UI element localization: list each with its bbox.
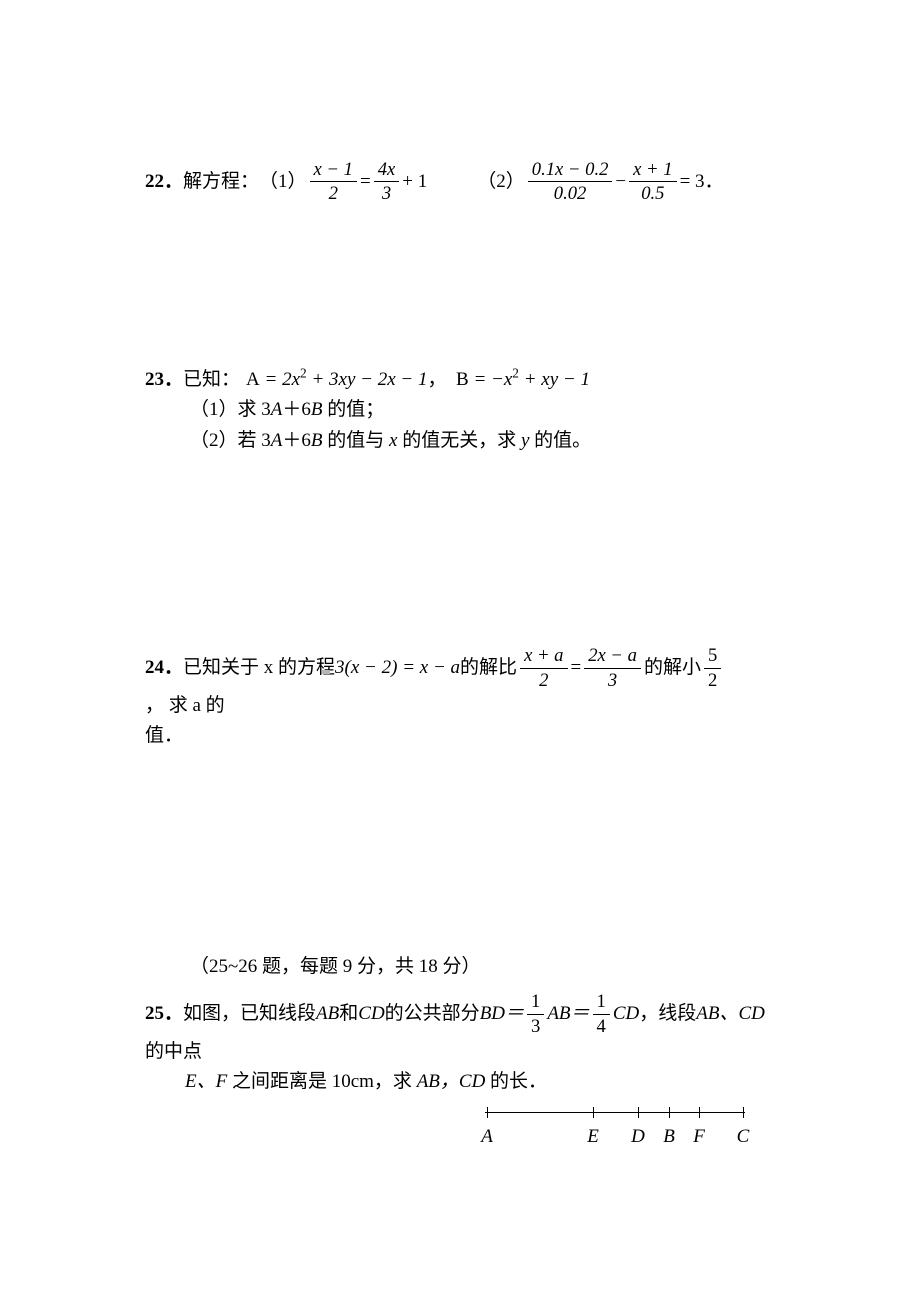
q24-f3: 5 2 [704,646,721,691]
label-C: C [737,1122,750,1152]
q24-f1: x + a 2 [520,646,567,691]
q25-line2a: E、F [185,1071,232,1092]
label-D: D [631,1122,645,1152]
q24-f2: 2x − a 3 [584,646,641,691]
q24-row: 24． 已知关于 x 的方程 3(x − 2) = x − a 的解比 x + … [145,646,780,721]
q22-eq1-lhs-num: x − 1 [310,160,357,182]
q25-f2-den: 4 [593,1015,610,1037]
q25-AB2: AB＝ [547,999,589,1029]
exam-page: 22． 解方程： （1） x − 1 2 = 4x 3 + 1 （2） 0.1x… [0,0,920,1302]
section-note: （25~26 题，每题 9 分，共 18 分） [145,952,780,982]
q25-comma: ， [639,999,658,1029]
q23-lead: 已知： [183,365,240,395]
q22-dot: ． [705,167,724,197]
q22-row: 22． 解方程： （1） x − 1 2 = 4x 3 + 1 （2） 0.1x… [145,160,780,205]
q22-eq2-t1-num: 0.1x − 0.2 [528,160,613,182]
q25-line2d: 的长． [490,1071,547,1092]
q22-lead: 解方程： [183,167,259,197]
question-25: 25． 如图，已知线段 AB 和 CD 的公共部分 BD＝ 1 3 AB＝ 1 … [145,992,780,1146]
q25-CD2: CD [613,999,639,1029]
label-A: A [481,1122,493,1152]
q25-CD: CD [358,999,384,1029]
q25-f1-den: 3 [527,1015,544,1037]
q24-mid2: 的解小 [644,653,701,683]
q25-and: 和 [339,999,358,1029]
question-23: 23． 已知： A = 2x2 + 3xy − 2x − 1， B = −x2 … [145,365,780,456]
q25-figure: A E D B F C [485,1106,745,1146]
q22-eq2-eq: = 3 [680,167,705,197]
q24-eqA: 3(x − 2) = x − a [335,653,460,683]
q22-eq1-rhs1-den: 3 [374,182,400,204]
q24-f3-num: 5 [704,646,721,668]
q24-f2-num: 2x − a [584,646,641,668]
q25-row2: E、F 之间距离是 10cm，求 AB，CD 的长． [145,1067,780,1097]
q24-f2-den: 3 [584,669,641,691]
q25-ABCD: AB、CD [696,999,765,1029]
q25-number: 25． [145,999,183,1029]
segment-line [485,1112,745,1113]
label-F: F [693,1122,705,1152]
q22-eq2-t2: x + 1 0.5 [629,160,676,205]
q22-p2-label: （2） [477,167,525,197]
q25-post2: 的中点 [145,1037,202,1067]
q23-row1: 23． 已知： A = 2x2 + 3xy − 2x − 1， B = −x2 … [145,365,780,395]
q22-eq1-equals: = [360,167,371,197]
q22-p1-label: （1） [259,167,307,197]
q25-line2c: AB，CD [417,1071,490,1092]
q24-number: 24． [145,653,183,683]
q25-AB: AB [316,999,339,1029]
q23-expr: A = 2x2 + 3xy − 2x − 1， B = −x2 + xy − 1 [246,365,590,395]
q25-f1: 1 3 [527,992,544,1037]
q24-mid1: 的解比 [460,653,517,683]
q22-eq1-rhs1-num: 4x [374,160,400,182]
q23-sub1: （1）求 3A＋6B 的值； [145,395,780,425]
q25-pre: 如图，已知线段 [183,999,316,1029]
q22-number: 22． [145,167,183,197]
q22-eq1-plus: + 1 [402,167,427,197]
q25-f2-num: 1 [593,992,610,1014]
q25-f2: 1 4 [593,992,610,1037]
q25-f1-num: 1 [527,992,544,1014]
q25-row1: 25． 如图，已知线段 AB 和 CD 的公共部分 BD＝ 1 3 AB＝ 1 … [145,992,780,1067]
q25-mid: 的公共部分 [385,999,480,1029]
q24-tail: ， 求 a 的 [145,691,225,721]
q23-sub2: （2）若 3A＋6B 的值与 x 的值无关，求 y 的值。 [145,426,780,456]
tick-D [638,1107,639,1118]
q22-eq2-t2-num: x + 1 [629,160,676,182]
q25-line2b: 之间距离是 10cm，求 [232,1071,417,1092]
q24-f3-den: 2 [704,669,721,691]
tick-C [743,1107,744,1118]
q24-eqs: = [571,653,582,683]
q23-line1: （1）求 3A＋6B 的值； [190,399,384,420]
q22-eq2-t2-den: 0.5 [629,182,676,204]
q25-post: 线段 [658,999,696,1029]
tick-A [487,1107,488,1118]
q22-eq1-rhs1: 4x 3 [374,160,400,205]
tick-E [593,1107,594,1118]
q22-eq1-lhs-den: 2 [310,182,357,204]
q22-eq2-t1: 0.1x − 0.2 0.02 [528,160,613,205]
q24-f1-den: 2 [520,669,567,691]
q22-eq2-t1-den: 0.02 [528,182,613,204]
q24-pre: 已知关于 x 的方程 [183,653,335,683]
tick-F [699,1107,700,1118]
question-24: 24． 已知关于 x 的方程 3(x − 2) = x − a 的解比 x + … [145,646,780,752]
q22-eq2-minus: − [615,167,626,197]
page-mark [322,670,330,674]
q24-tail2: 值． [145,721,780,751]
q24-f1-num: x + a [520,646,567,668]
label-E: E [587,1122,599,1152]
tick-B [669,1107,670,1118]
q25-BD: BD＝ [480,999,524,1029]
q23-line2: （2）若 3A＋6B 的值与 x 的值无关，求 y 的值。 [190,430,591,451]
label-B: B [663,1122,675,1152]
question-22: 22． 解方程： （1） x − 1 2 = 4x 3 + 1 （2） 0.1x… [145,160,780,205]
q23-number: 23． [145,365,183,395]
q22-eq1-lhs: x − 1 2 [310,160,357,205]
